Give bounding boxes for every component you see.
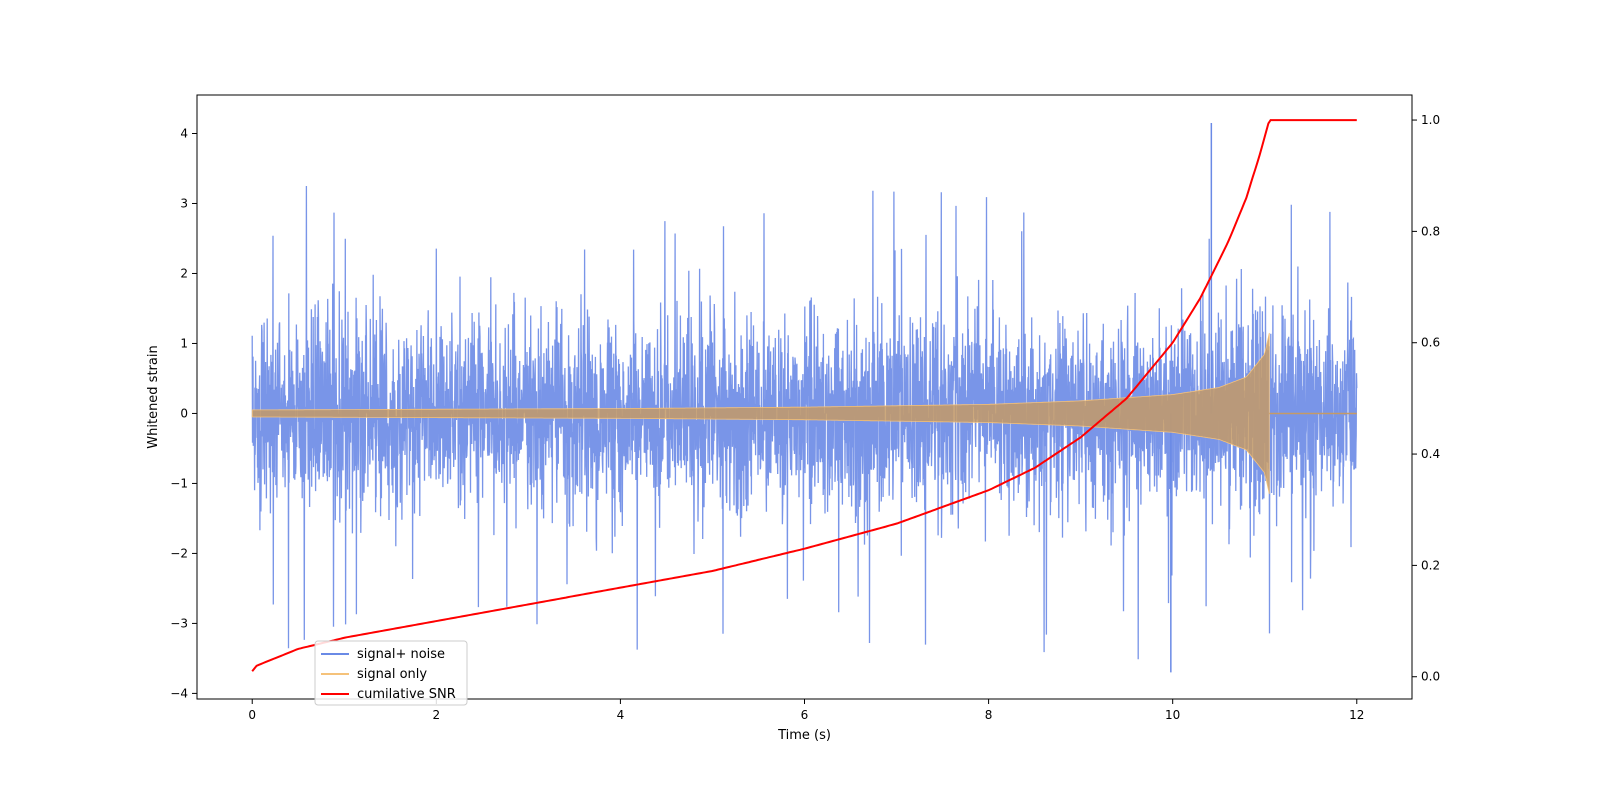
plot-frame (196, 94, 1413, 700)
y-axis-right: 0.0 0.2 0.4 0.6 0.8 1.0 (1412, 113, 1440, 684)
y-axis-left: −4 −3 −2 −1 0 1 2 3 4 (170, 126, 197, 700)
legend: signal+ noise signal only cumilative SNR (314, 640, 468, 706)
y2-tick-label: 0.2 (1421, 558, 1440, 572)
x-tick-label: 12 (1349, 708, 1364, 722)
legend-label-signal-noise: signal+ noise (357, 647, 445, 662)
legend-label-cumulative-snr: cumilative SNR (357, 687, 456, 702)
y-tick-label: −4 (170, 686, 188, 700)
y2-tick-label: 1.0 (1421, 113, 1440, 127)
y-tick-label: −2 (170, 546, 188, 560)
series-signal-only (251, 332, 1270, 494)
x-tick-label: 6 (801, 708, 809, 722)
y-axis-label: Whitened strain (146, 345, 161, 448)
y-tick-label: 4 (180, 126, 188, 140)
series-signal-noise (251, 185, 1358, 660)
y-tick-label: 2 (180, 266, 188, 280)
y-tick-label: 0 (180, 406, 188, 420)
x-axis-label: Time (s) (777, 728, 831, 743)
legend-box (314, 640, 468, 706)
x-tick-label: 8 (985, 708, 993, 722)
x-tick-label: 2 (432, 708, 440, 722)
y-tick-label: −1 (170, 476, 188, 490)
legend-label-signal-only: signal only (357, 667, 427, 682)
y2-tick-label: 0.0 (1421, 670, 1440, 684)
series-cumulative-snr (251, 119, 1357, 672)
y-tick-label: 3 (180, 196, 188, 210)
y-tick-label: −3 (170, 616, 188, 630)
x-tick-label: 4 (617, 708, 625, 722)
y2-tick-label: 0.8 (1421, 224, 1440, 238)
y-tick-label: 1 (180, 336, 188, 350)
x-tick-label: 10 (1165, 708, 1180, 722)
plot-area (251, 119, 1358, 673)
y2-tick-label: 0.6 (1421, 336, 1440, 350)
x-tick-label: 0 (248, 708, 256, 722)
y2-tick-label: 0.4 (1421, 447, 1440, 461)
